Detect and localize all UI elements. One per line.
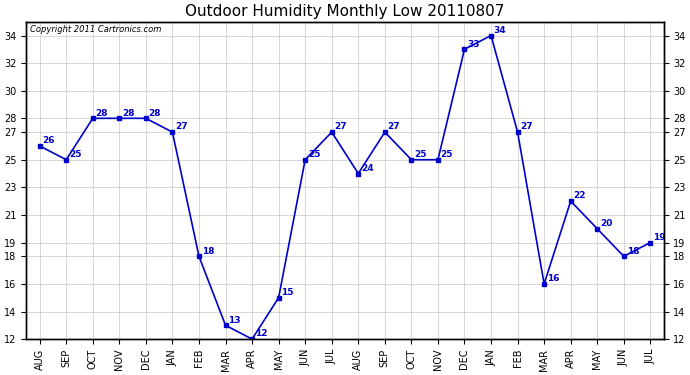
Text: 28: 28	[95, 108, 108, 117]
Text: 25: 25	[308, 150, 320, 159]
Text: 27: 27	[335, 122, 347, 131]
Text: 20: 20	[600, 219, 613, 228]
Text: 27: 27	[175, 122, 188, 131]
Text: 25: 25	[414, 150, 426, 159]
Text: 16: 16	[547, 274, 560, 283]
Text: 26: 26	[43, 136, 55, 145]
Text: 28: 28	[122, 108, 135, 117]
Text: 18: 18	[627, 246, 639, 255]
Text: 34: 34	[494, 26, 506, 35]
Text: 25: 25	[441, 150, 453, 159]
Text: 15: 15	[282, 288, 294, 297]
Text: Copyright 2011 Cartronics.com: Copyright 2011 Cartronics.com	[30, 25, 161, 34]
Text: 28: 28	[148, 108, 161, 117]
Text: 25: 25	[69, 150, 81, 159]
Text: 22: 22	[573, 191, 586, 200]
Text: 24: 24	[361, 164, 374, 173]
Title: Outdoor Humidity Monthly Low 20110807: Outdoor Humidity Monthly Low 20110807	[186, 4, 504, 19]
Text: 13: 13	[228, 315, 241, 324]
Text: 12: 12	[255, 329, 267, 338]
Text: 18: 18	[201, 246, 215, 255]
Text: 27: 27	[388, 122, 400, 131]
Text: 27: 27	[520, 122, 533, 131]
Text: 19: 19	[653, 233, 666, 242]
Text: 33: 33	[467, 39, 480, 48]
